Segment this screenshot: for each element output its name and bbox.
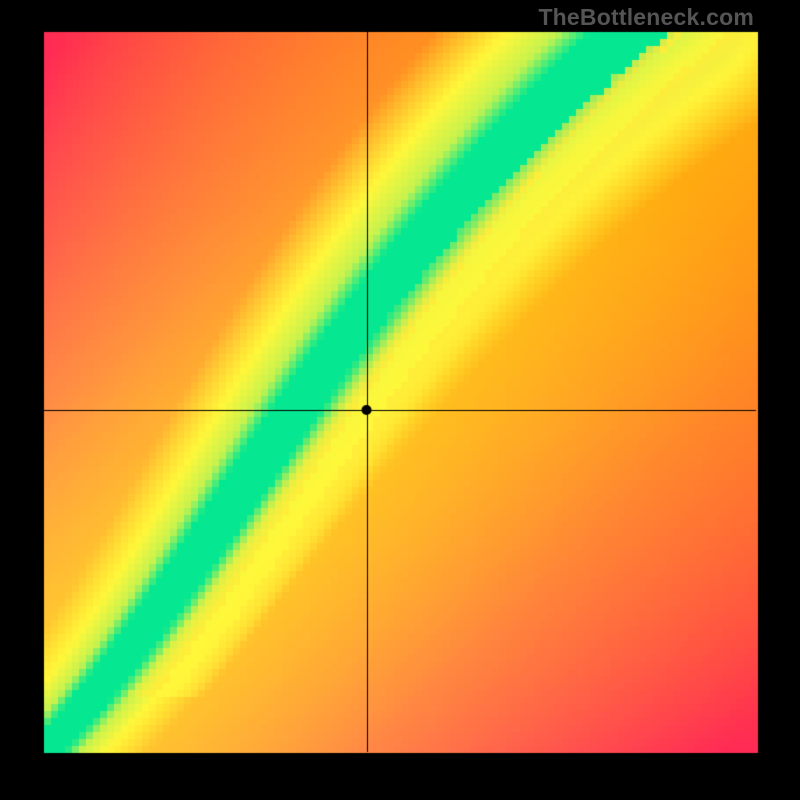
bottleneck-heatmap xyxy=(0,0,800,800)
stage: TheBottleneck.com xyxy=(0,0,800,800)
